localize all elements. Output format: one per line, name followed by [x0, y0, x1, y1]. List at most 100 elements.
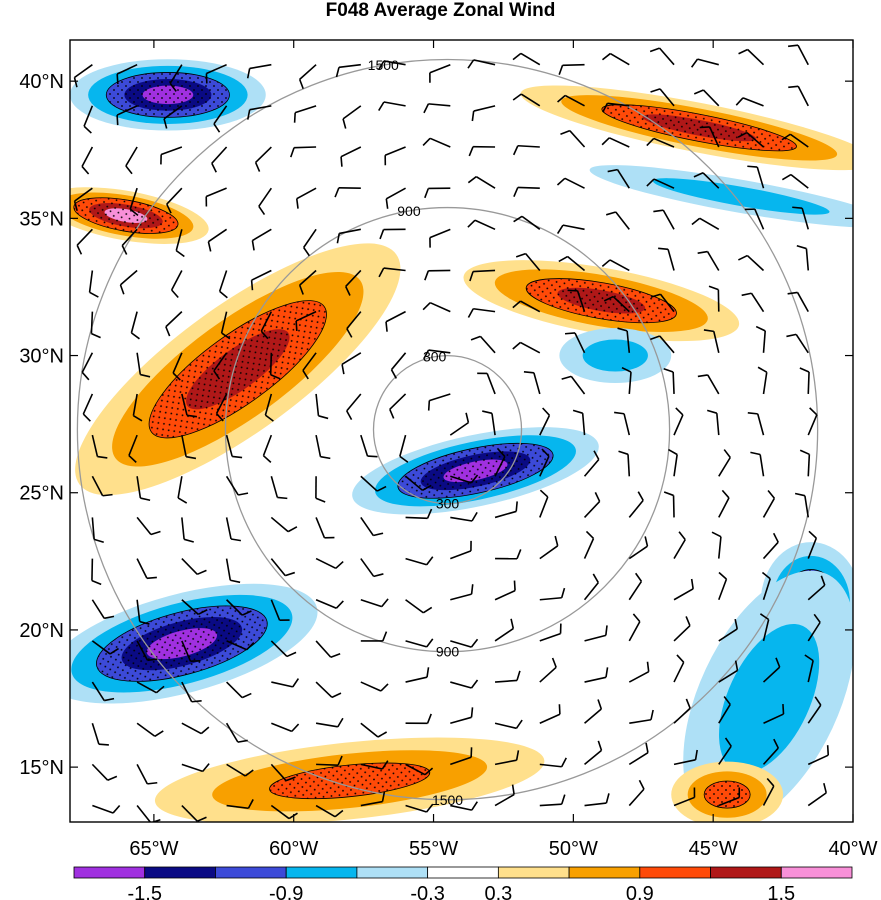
colorbar-label: 0.3 [484, 883, 512, 900]
wind-barb-flag [424, 270, 430, 281]
wind-barb-flag [285, 776, 296, 782]
wind-barb-flag [376, 485, 387, 492]
wind-barb [116, 63, 138, 75]
wind-barb [213, 352, 228, 372]
wind-barb [796, 292, 809, 313]
wind-barb [136, 476, 142, 499]
wind-barb-flag [658, 247, 669, 251]
wind-barb-flag [213, 123, 221, 133]
wind-barb [225, 558, 232, 581]
wind-barb [132, 393, 138, 416]
wind-barb [270, 640, 288, 658]
wind-barb [673, 759, 696, 766]
wind-barb-flag [399, 455, 409, 463]
wind-barb [119, 269, 138, 286]
wind-barb-flag [697, 250, 708, 255]
wind-barb-flag [238, 492, 249, 496]
wind-barb-flag [221, 332, 231, 340]
wind-barb [91, 475, 104, 497]
wind-barb [296, 187, 317, 200]
wind-barb [750, 292, 765, 313]
wind-barb [346, 311, 362, 330]
feature-band [582, 339, 648, 372]
feature-core-southwest [352, 427, 599, 515]
wind-barb [169, 64, 183, 84]
wind-barb-flag [523, 370, 534, 374]
significance-stipple [601, 104, 797, 152]
wind-barb-flag [823, 782, 828, 794]
axes: 65°W 60°W 55°W 50°W 45°W 40°W 40°N 35°N 30°N 25°N… [19, 40, 878, 860]
wind-barb-flag [172, 372, 181, 381]
range-ring-label: 900 [397, 203, 421, 219]
wind-barb-flag [140, 497, 151, 502]
wind-barb-flag [551, 657, 557, 668]
wind-barb [491, 413, 496, 436]
wind-barb [270, 476, 279, 498]
wind-barb-flag [707, 409, 718, 414]
colorbar: -1.5 -0.9 -0.3 0.3 0.9 1.5 [73, 866, 853, 900]
wind-barb-flag [560, 757, 567, 768]
wind-barb-flag [694, 749, 698, 760]
wind-barb [82, 393, 94, 415]
colorbar-label: -0.9 [269, 883, 303, 900]
wind-barb-flag [295, 198, 299, 209]
wind-barb [218, 270, 228, 292]
wind-barb-flag [697, 374, 708, 378]
wind-barb-flag [202, 763, 210, 772]
wind-barb-flag [121, 245, 128, 255]
wind-barb [742, 97, 764, 107]
wind-barb [517, 186, 540, 189]
wind-barb-flag [196, 569, 207, 576]
wind-barb-flag [76, 244, 83, 255]
wind-barb-flag [140, 373, 151, 378]
wind-barb-flag [81, 165, 90, 175]
wind-barb-flag [373, 532, 384, 537]
wind-barb-flag [147, 658, 158, 662]
wind-barb [450, 516, 473, 522]
wind-barb [717, 536, 722, 559]
wind-barb [213, 105, 228, 125]
wind-barb-flag [605, 211, 617, 216]
wind-barb-flag [632, 613, 641, 623]
wind-barb-flag [572, 409, 583, 414]
wind-barb [450, 640, 472, 648]
wind-barb [486, 373, 496, 395]
wind-barb-flag [470, 679, 479, 689]
wind-barb-flag [738, 48, 748, 55]
wind-barb [383, 60, 406, 66]
wind-barb-flag [378, 101, 385, 111]
wind-barb [628, 671, 650, 683]
wind-barb-flag [426, 556, 434, 566]
wind-barb [584, 676, 607, 683]
wind-barb [405, 804, 427, 813]
wind-barb-flag [169, 82, 177, 92]
wind-barb-flag [708, 285, 719, 291]
wind-barb-flag [663, 367, 674, 373]
wind-barb [473, 307, 496, 313]
plot-area: 300 300 900 900 1500 1500 [70, 44, 853, 822]
wind-barb-flag [336, 233, 341, 244]
wind-barb-flag [561, 375, 572, 380]
wind-barb [360, 558, 375, 577]
wind-barb-flag [424, 188, 430, 199]
wind-barb-flag [558, 255, 568, 263]
wind-barb-flag [637, 491, 644, 501]
wind-barb-flag [804, 654, 814, 662]
wind-barb [746, 254, 765, 272]
wind-barb [539, 414, 551, 436]
wind-barb [316, 763, 339, 766]
wind-barb-flag [690, 58, 699, 68]
wind-barb [807, 621, 821, 642]
wind-barb [175, 229, 183, 251]
wind-barb-flag [302, 370, 309, 380]
wind-barb-flag [723, 449, 731, 458]
wind-barb-flag [191, 700, 202, 703]
wind-barb-flag [246, 109, 251, 120]
wind-barb [756, 166, 765, 189]
wind-barb-flag [219, 290, 228, 299]
wind-barb [628, 371, 632, 395]
wind-barb [450, 593, 472, 601]
wind-barb [360, 800, 383, 807]
wind-barb-flag [766, 778, 775, 787]
wind-barb [539, 803, 562, 807]
